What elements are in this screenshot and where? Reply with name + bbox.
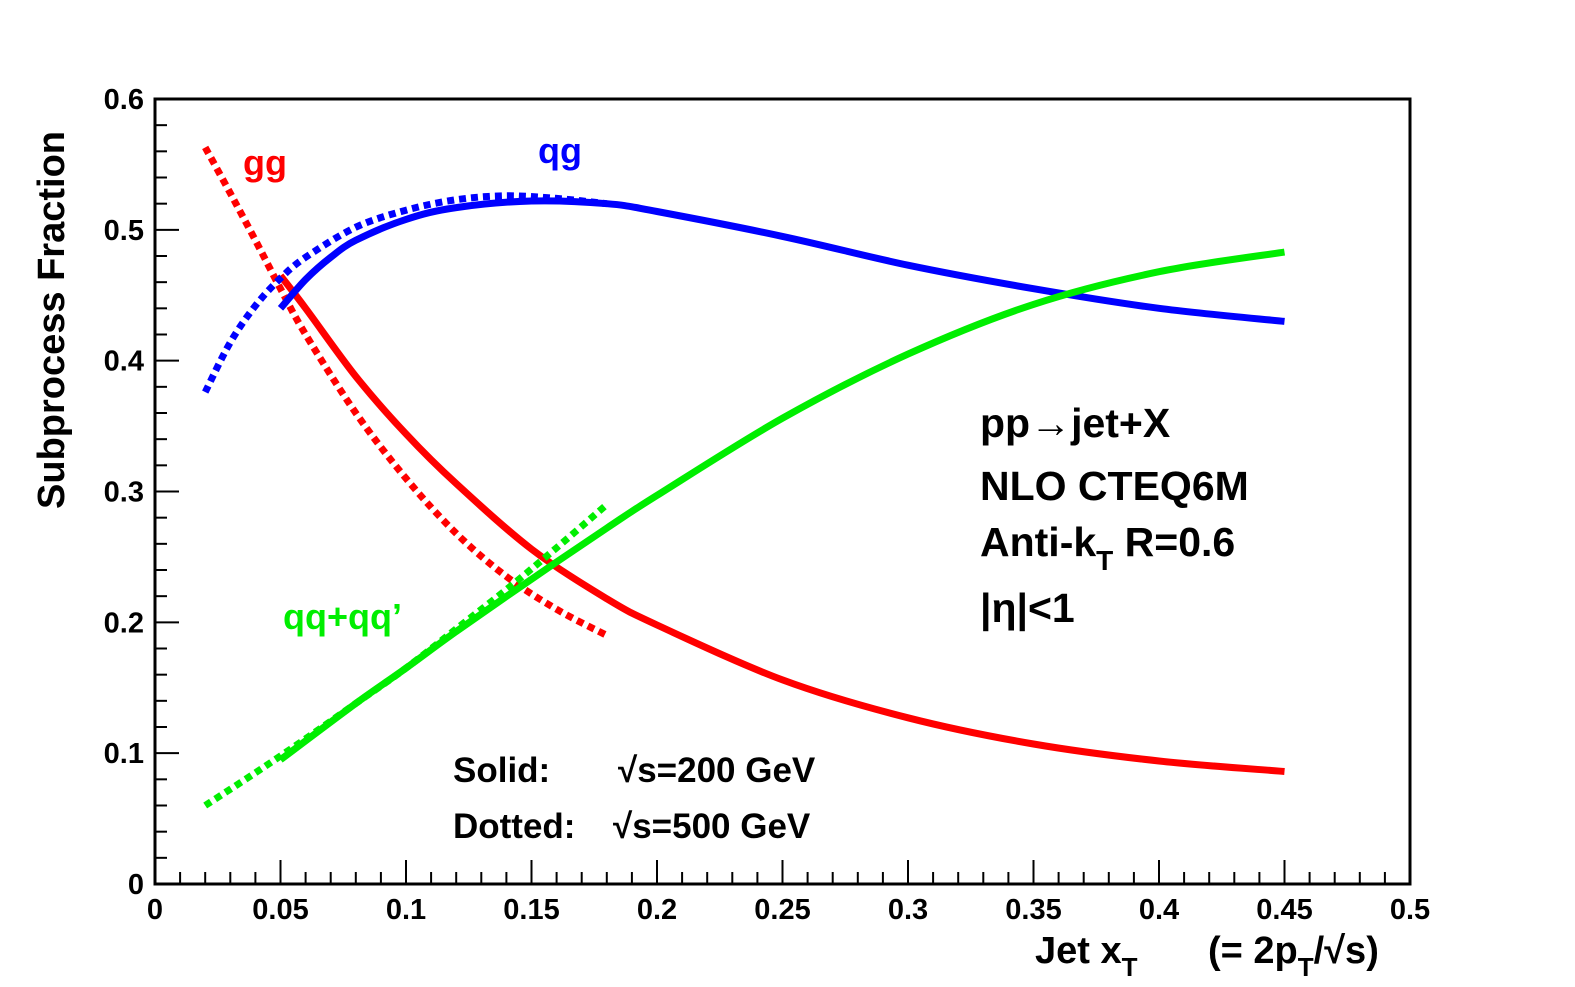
x-axis-title-note: (= 2pT/√s) bbox=[1208, 930, 1379, 982]
series-qg-solid bbox=[277, 197, 1285, 325]
x-tick-label: 0.1 bbox=[386, 894, 426, 926]
x-tick-label: 0.35 bbox=[1005, 894, 1061, 926]
axis-ticks: 0 0.05 0.1 0.15 0.2 0.25 0.3 0.35 0.4 0.45 0.5 0 0.1… bbox=[104, 84, 1430, 926]
y-tick-label: 0.4 bbox=[104, 346, 144, 378]
x-tick-label: 0.25 bbox=[754, 894, 810, 926]
x-axis-title: Jet xT (= 2pT/√s) bbox=[1035, 930, 1379, 982]
x-tick-label: 0.15 bbox=[503, 894, 559, 926]
x-tick-label: 0.3 bbox=[888, 894, 928, 926]
y-tick-label: 0 bbox=[128, 869, 144, 901]
info-jet-algorithm: Anti-kT R=0.6 bbox=[980, 519, 1235, 576]
x-axis-title-main: Jet xT bbox=[1035, 930, 1138, 982]
legend-dotted-label: Dotted: bbox=[453, 807, 575, 846]
series-qq-dotted bbox=[203, 501, 610, 809]
x-tick-label: 0.05 bbox=[252, 894, 308, 926]
info-calculation: NLO CTEQ6M bbox=[980, 463, 1249, 509]
y-axis-title: Subprocess Fraction bbox=[31, 131, 73, 509]
x-tick-label: 0.2 bbox=[637, 894, 677, 926]
legend-solid-value: √s=200 GeV bbox=[618, 751, 816, 790]
curve-label-gg: gg bbox=[243, 142, 287, 183]
series-gg-dotted bbox=[202, 145, 609, 639]
x-tick-label: 0.5 bbox=[1390, 894, 1430, 926]
y-tick-label: 0.6 bbox=[104, 84, 144, 116]
info-process: pp→jet+X bbox=[980, 400, 1170, 446]
info-eta-cut: |η|<1 bbox=[980, 585, 1075, 631]
x-tick-label: 0.45 bbox=[1256, 894, 1312, 926]
x-tick-label: 0.4 bbox=[1139, 894, 1179, 926]
series-lines bbox=[202, 145, 1286, 809]
plot-frame bbox=[153, 97, 1412, 886]
series-gg-solid bbox=[277, 273, 1285, 775]
y-tick-label: 0.3 bbox=[104, 477, 144, 509]
y-tick-label: 0.5 bbox=[104, 215, 144, 247]
y-tick-label: 0.2 bbox=[104, 607, 144, 639]
legend-dotted-value: √s=500 GeV bbox=[613, 807, 811, 846]
curve-label-qq: qq+qq’ bbox=[283, 596, 402, 637]
curve-label-qg: qg bbox=[538, 130, 582, 171]
x-tick-label: 0 bbox=[147, 894, 163, 926]
y-tick-label: 0.1 bbox=[104, 738, 144, 770]
series-qg-dotted bbox=[202, 192, 608, 394]
legend-solid-label: Solid: bbox=[453, 751, 550, 790]
